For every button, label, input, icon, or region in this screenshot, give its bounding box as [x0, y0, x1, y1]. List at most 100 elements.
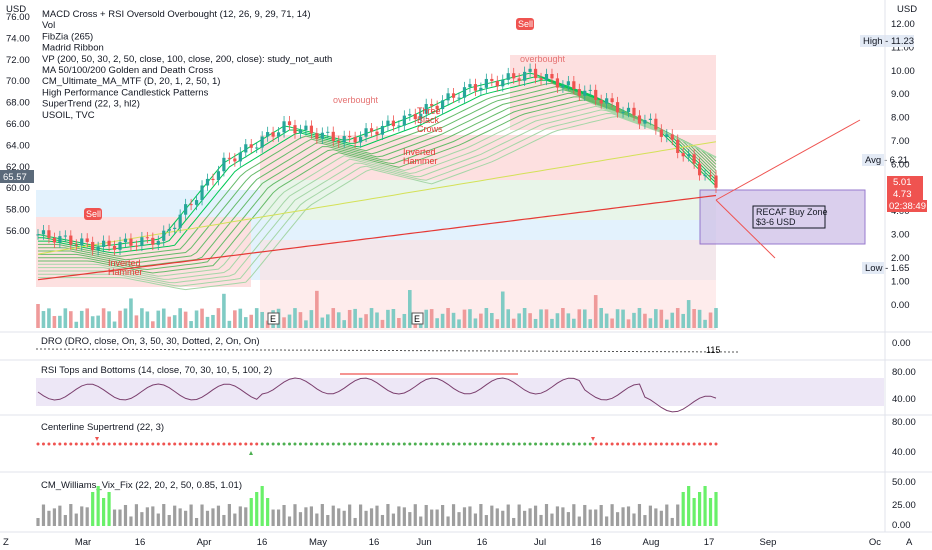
- cl-dot-60: [364, 442, 368, 446]
- cl-dot-81: [479, 442, 483, 446]
- earnings-marker-2[interactable]: [411, 312, 424, 325]
- auto-scale-button[interactable]: A: [906, 537, 913, 548]
- fib-pink-zone-top: [510, 55, 716, 130]
- volume-bar-50: [309, 310, 314, 328]
- countdown: 02:38:49: [889, 201, 926, 212]
- candle-body-111: [643, 119, 647, 124]
- candle-body-48: [298, 130, 303, 134]
- volume-bar-60: [364, 314, 368, 328]
- vix-bar-47: [293, 504, 297, 526]
- cl-buy-marker: [249, 451, 253, 455]
- volume-bar-98: [572, 318, 576, 328]
- candle-body-5: [63, 235, 67, 237]
- vix-bar-1: [41, 504, 46, 526]
- overlay-line-1: Vol: [42, 20, 55, 31]
- candle-body-21: [151, 237, 155, 245]
- volume-bar-56: [342, 320, 346, 328]
- price-tick-5: 66.00: [6, 119, 30, 130]
- vix-bar-25: [173, 505, 177, 526]
- vix-bar-118: [681, 492, 685, 526]
- cl-dot-104: [605, 442, 609, 446]
- cl-dot-36: [233, 442, 237, 446]
- high-badge: [860, 35, 914, 47]
- candle-body-58: [353, 137, 357, 143]
- cl-dot-54: [331, 442, 335, 446]
- candle-body-69: [413, 114, 417, 120]
- buy-zone-title: RECAF Buy Zone: [756, 207, 828, 217]
- candle-body-116: [670, 134, 674, 140]
- overlay-line-7: High Performance Candlestick Patterns: [42, 87, 209, 98]
- ribbon-line-9: [38, 102, 717, 277]
- candle-body-49: [304, 125, 308, 131]
- volume-bar-83: [490, 313, 494, 328]
- cl-dot-102: [594, 442, 598, 446]
- three-crows-2: Black: [417, 115, 440, 125]
- left-currency: USD: [6, 4, 26, 15]
- candle-body-82: [484, 78, 488, 88]
- buy-zone-range: $3-6 USD: [756, 217, 796, 227]
- vix-bar-62: [375, 505, 379, 526]
- candles: [36, 63, 718, 256]
- cl-dot-52: [320, 442, 324, 446]
- volume-bar-109: [632, 312, 636, 328]
- candle-body-73: [435, 105, 439, 110]
- candle-body-113: [654, 118, 658, 130]
- z-label[interactable]: Z: [3, 537, 9, 548]
- volume-bar-81: [479, 313, 483, 328]
- volume-bar-22: [156, 310, 161, 328]
- overlay-line-9: USOIL, TVC: [42, 110, 95, 121]
- volume-bar-76: [451, 312, 456, 328]
- ribbon-line-2: [38, 79, 717, 254]
- time-tick-2: Apr: [197, 537, 212, 548]
- vix-bar-94: [550, 513, 554, 526]
- vix-bar-38: [244, 507, 248, 526]
- ribbon-line-8: [38, 99, 717, 274]
- cl-dot-110: [637, 442, 641, 446]
- cl-dot-23: [162, 442, 166, 446]
- volume-bar-89: [522, 308, 527, 328]
- avg-badge-left: [862, 154, 884, 166]
- cl-dot-87: [512, 442, 516, 446]
- vix-bar-93: [544, 504, 549, 526]
- vix-axis-0: 0.00: [892, 520, 911, 531]
- volume-bar-3: [52, 316, 57, 328]
- candle-body-57: [348, 136, 352, 138]
- cl-sell-marker-1: [95, 437, 99, 441]
- vix-bar-73: [435, 509, 439, 526]
- candle-body-51: [315, 133, 319, 139]
- vix-bar-58: [353, 517, 357, 526]
- time-tick-4: May: [309, 537, 327, 548]
- volume-bar-80: [473, 318, 478, 328]
- vix-bar-35: [227, 504, 231, 526]
- candle-body-56: [342, 136, 346, 143]
- cl-dot-71: [424, 442, 428, 446]
- cl-dot-72: [430, 442, 434, 446]
- volume-bar-79: [468, 309, 472, 328]
- volume-bar-78: [462, 309, 467, 328]
- cl-dot-69: [413, 442, 417, 446]
- candle-body-65: [391, 120, 396, 127]
- cl-dot-116: [670, 442, 674, 446]
- time-tick-11: 17: [704, 537, 715, 548]
- candle-body-14: [112, 245, 117, 250]
- earnings-label-1: E: [270, 314, 276, 324]
- sec-tick-10: 2.00: [891, 253, 910, 264]
- cl-dot-80: [473, 442, 477, 446]
- candle-body-22: [156, 240, 160, 245]
- vix-bar-97: [566, 512, 570, 526]
- price-tick-3: 70.00: [6, 76, 30, 87]
- volume-bar-36: [233, 310, 237, 328]
- vix-axis-50: 50.00: [892, 477, 916, 488]
- volume-bar-21: [151, 321, 155, 328]
- vix-bar-92: [539, 514, 543, 526]
- right-currency: USD: [897, 4, 917, 15]
- candle-body-13: [107, 240, 111, 246]
- vix-bar-31: [205, 510, 210, 526]
- candle-body-23: [162, 230, 166, 241]
- volume-bar-86: [506, 309, 511, 328]
- candle-body-12: [102, 240, 106, 247]
- earnings-marker-1[interactable]: [267, 312, 280, 325]
- candle-body-15: [118, 242, 122, 250]
- candle-body-43: [271, 132, 275, 137]
